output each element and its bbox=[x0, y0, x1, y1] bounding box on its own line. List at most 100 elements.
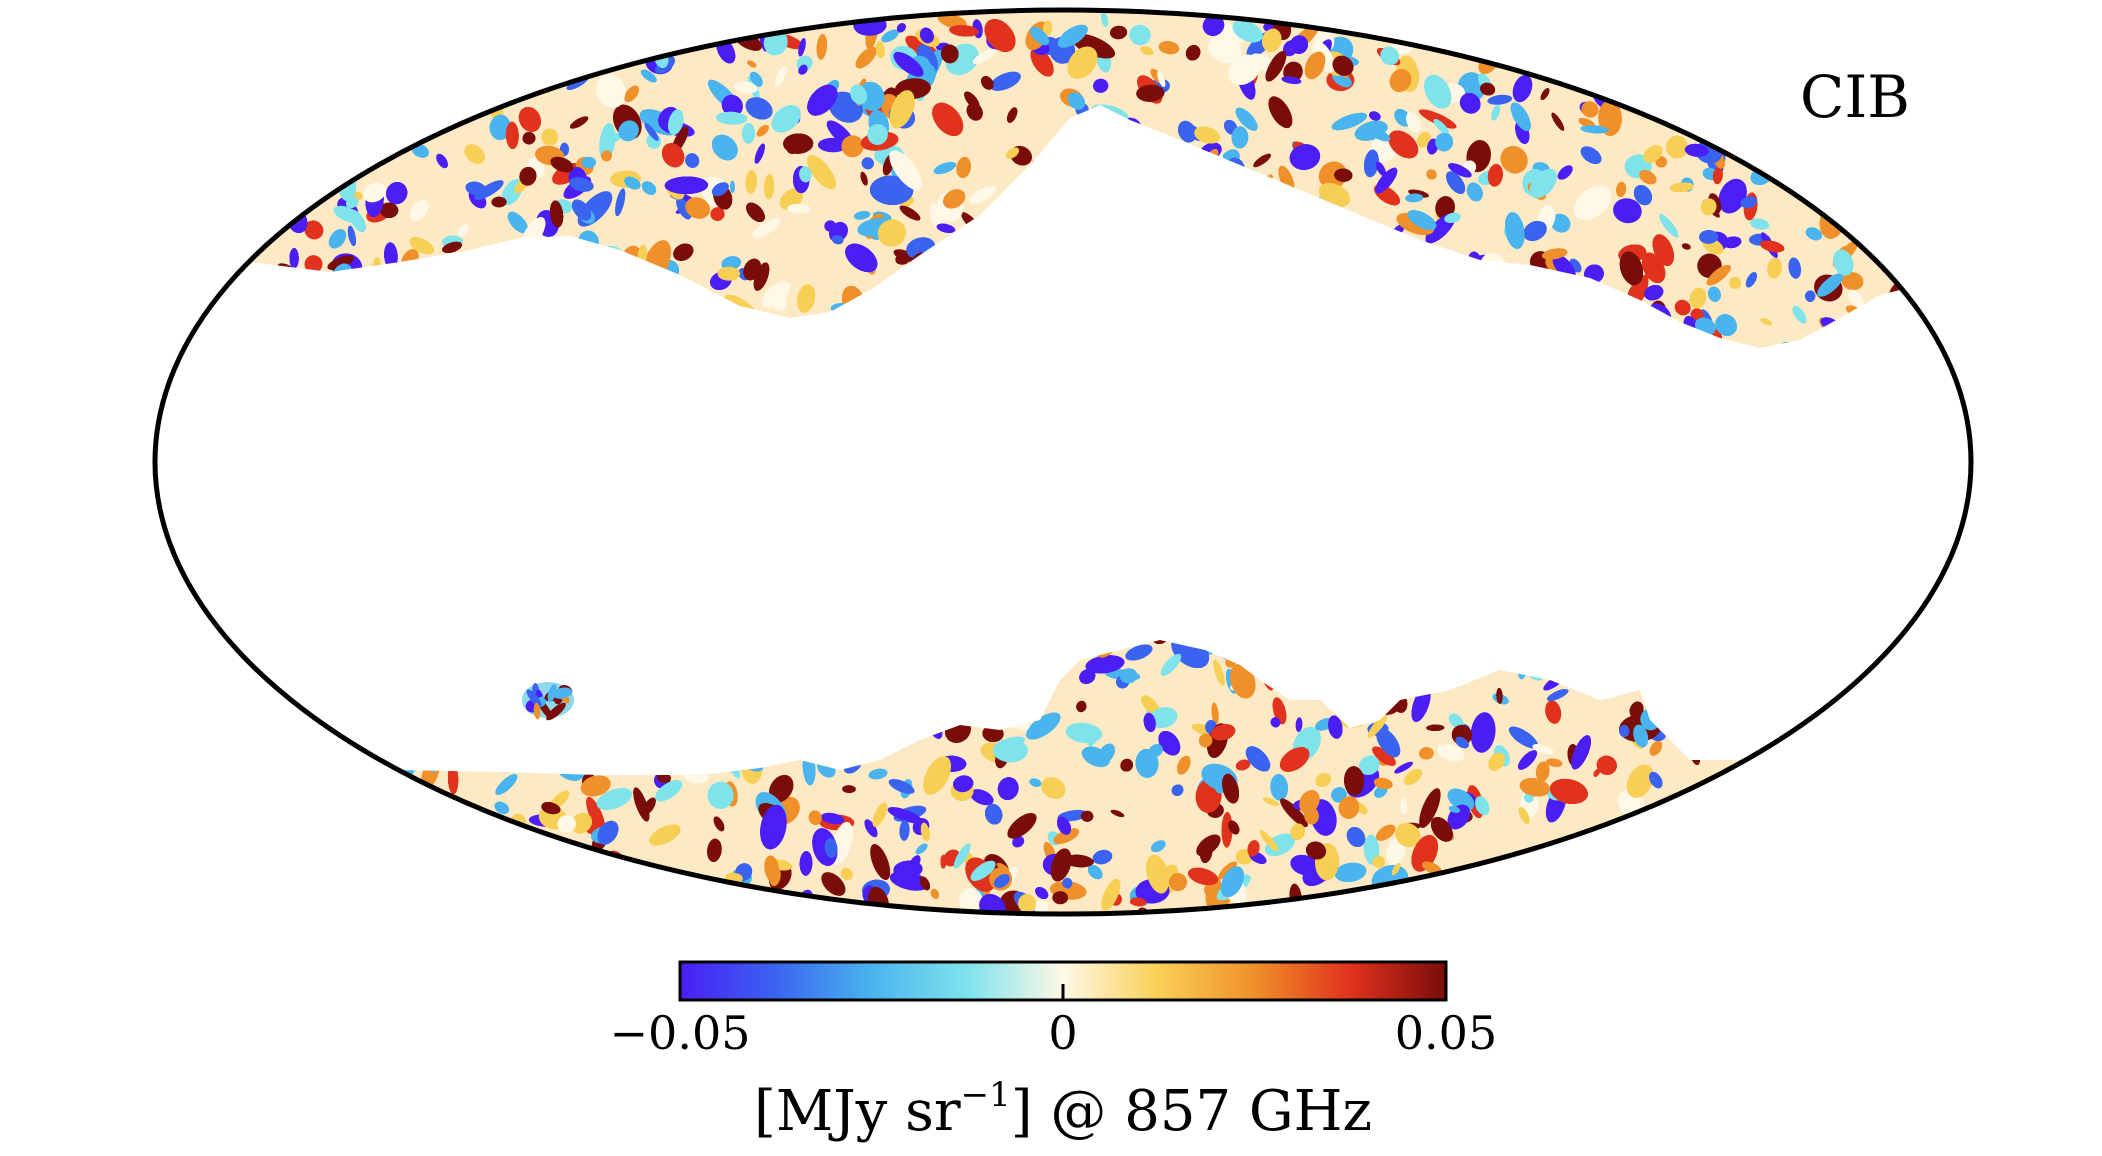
anisotropy-blob bbox=[1280, 798, 1308, 828]
anisotropy-blob bbox=[1029, 778, 1042, 787]
anisotropy-blob bbox=[1218, 861, 1237, 880]
anisotropy-blob bbox=[644, 122, 659, 142]
anisotropy-blob bbox=[1372, 855, 1386, 868]
anisotropy-blob bbox=[821, 872, 846, 896]
anisotropy-blob bbox=[1295, 717, 1303, 732]
anisotropy-blob bbox=[1512, 74, 1533, 103]
anisotropy-blob bbox=[1659, 213, 1679, 238]
anisotropy-blob bbox=[713, 816, 725, 832]
anisotropy-blob bbox=[1395, 822, 1421, 848]
anisotropy-blob bbox=[1012, 835, 1025, 848]
anisotropy-blob bbox=[436, 153, 449, 169]
anisotropy-blob bbox=[1841, 272, 1864, 291]
anisotropy-blob bbox=[1092, 849, 1113, 865]
anisotropy-blob bbox=[1052, 891, 1069, 905]
anisotropy-blob bbox=[327, 255, 355, 271]
anisotropy-blob bbox=[870, 843, 891, 881]
anisotropy-blob bbox=[1253, 153, 1272, 168]
anisotropy-blob bbox=[1076, 700, 1087, 713]
anisotropy-blob bbox=[1150, 840, 1166, 853]
anisotropy-blob bbox=[970, 789, 994, 806]
anisotropy-blob bbox=[1508, 726, 1539, 749]
anisotropy-blob bbox=[1545, 700, 1562, 724]
anisotropy-blob bbox=[707, 838, 722, 863]
anisotropy-blob bbox=[1437, 744, 1465, 762]
anisotropy-blob bbox=[840, 867, 853, 881]
anisotropy-blob bbox=[853, 210, 871, 220]
anisotropy-blob bbox=[1479, 82, 1496, 96]
anisotropy-blob bbox=[1270, 774, 1289, 801]
anisotropy-blob bbox=[1767, 257, 1782, 279]
anisotropy-blob bbox=[328, 229, 347, 249]
anisotropy-blob bbox=[1281, 76, 1302, 85]
anisotropy-blob bbox=[1211, 702, 1219, 726]
anisotropy-blob bbox=[1386, 837, 1406, 866]
anisotropy-blob bbox=[1712, 167, 1723, 185]
anisotropy-blob bbox=[1007, 812, 1037, 839]
anisotropy-blob bbox=[1550, 213, 1571, 233]
anisotropy-blob bbox=[1546, 689, 1569, 701]
anisotropy-blob bbox=[494, 801, 510, 815]
anisotropy-blob bbox=[1470, 712, 1496, 753]
anisotropy-blob bbox=[304, 255, 323, 274]
anisotropy-blob bbox=[1535, 761, 1550, 782]
anisotropy-blob bbox=[464, 144, 485, 164]
anisotropy-blob bbox=[842, 785, 856, 794]
anisotropy-blob bbox=[864, 819, 878, 838]
anisotropy-blob bbox=[409, 199, 429, 222]
anisotropy-blob bbox=[887, 807, 923, 824]
anisotropy-blob bbox=[820, 812, 845, 825]
anisotropy-blob bbox=[1418, 109, 1457, 129]
anisotropy-blob bbox=[1760, 318, 1773, 326]
mollweide-sky-map bbox=[155, 10, 1971, 914]
anisotropy-blob bbox=[1093, 78, 1109, 93]
anisotropy-blob bbox=[1718, 178, 1747, 214]
anisotropy-blob bbox=[1110, 809, 1125, 818]
anisotropy-blob bbox=[752, 218, 781, 238]
anisotropy-blob bbox=[640, 69, 657, 83]
anisotropy-blob bbox=[1517, 750, 1538, 770]
anisotropy-blob bbox=[1419, 788, 1441, 829]
anisotropy-blob bbox=[1187, 867, 1219, 886]
anisotropy-blob bbox=[1487, 94, 1513, 105]
anisotropy-blob bbox=[601, 132, 621, 144]
anisotropy-blob bbox=[304, 220, 324, 240]
anisotropy-blob bbox=[774, 65, 787, 87]
anisotropy-blob bbox=[915, 843, 928, 855]
anisotropy-blob bbox=[888, 778, 915, 794]
anisotropy-blob bbox=[933, 161, 957, 175]
anisotropy-blob bbox=[816, 33, 828, 60]
anisotropy-blob bbox=[972, 48, 996, 64]
anisotropy-blob bbox=[899, 820, 910, 841]
anisotropy-blob bbox=[685, 153, 700, 169]
anisotropy-blob bbox=[489, 114, 512, 141]
anisotropy-blob bbox=[1690, 308, 1704, 321]
anisotropy-blob bbox=[817, 137, 848, 153]
anisotropy-blob bbox=[729, 180, 736, 193]
anisotropy-blob bbox=[741, 123, 756, 144]
anisotropy-blob bbox=[1125, 644, 1153, 661]
anisotropy-blob bbox=[747, 60, 757, 68]
anisotropy-blob bbox=[1221, 811, 1233, 848]
anisotropy-blob bbox=[457, 224, 469, 237]
anisotropy-blob bbox=[1408, 189, 1430, 198]
anisotropy-blob bbox=[1359, 755, 1380, 776]
anisotropy-blob bbox=[1310, 799, 1337, 836]
anisotropy-blob bbox=[1626, 764, 1654, 798]
anisotropy-blob bbox=[1268, 96, 1293, 129]
anisotropy-blob bbox=[1545, 758, 1563, 767]
anisotropy-blob bbox=[768, 774, 794, 803]
anisotropy-blob bbox=[596, 787, 633, 811]
anisotropy-blob bbox=[1157, 70, 1166, 88]
anisotropy-blob bbox=[831, 235, 844, 245]
anisotropy-blob bbox=[581, 156, 597, 169]
anisotropy-blob bbox=[763, 174, 775, 200]
anisotropy-blob bbox=[1674, 299, 1691, 316]
anisotropy-blob bbox=[1635, 274, 1649, 303]
anisotropy-blob bbox=[824, 220, 836, 232]
anisotropy-blob bbox=[1403, 768, 1423, 786]
anisotropy-blob bbox=[1079, 669, 1096, 685]
anisotropy-blob bbox=[989, 71, 1021, 91]
anisotropy-blob bbox=[721, 94, 743, 117]
